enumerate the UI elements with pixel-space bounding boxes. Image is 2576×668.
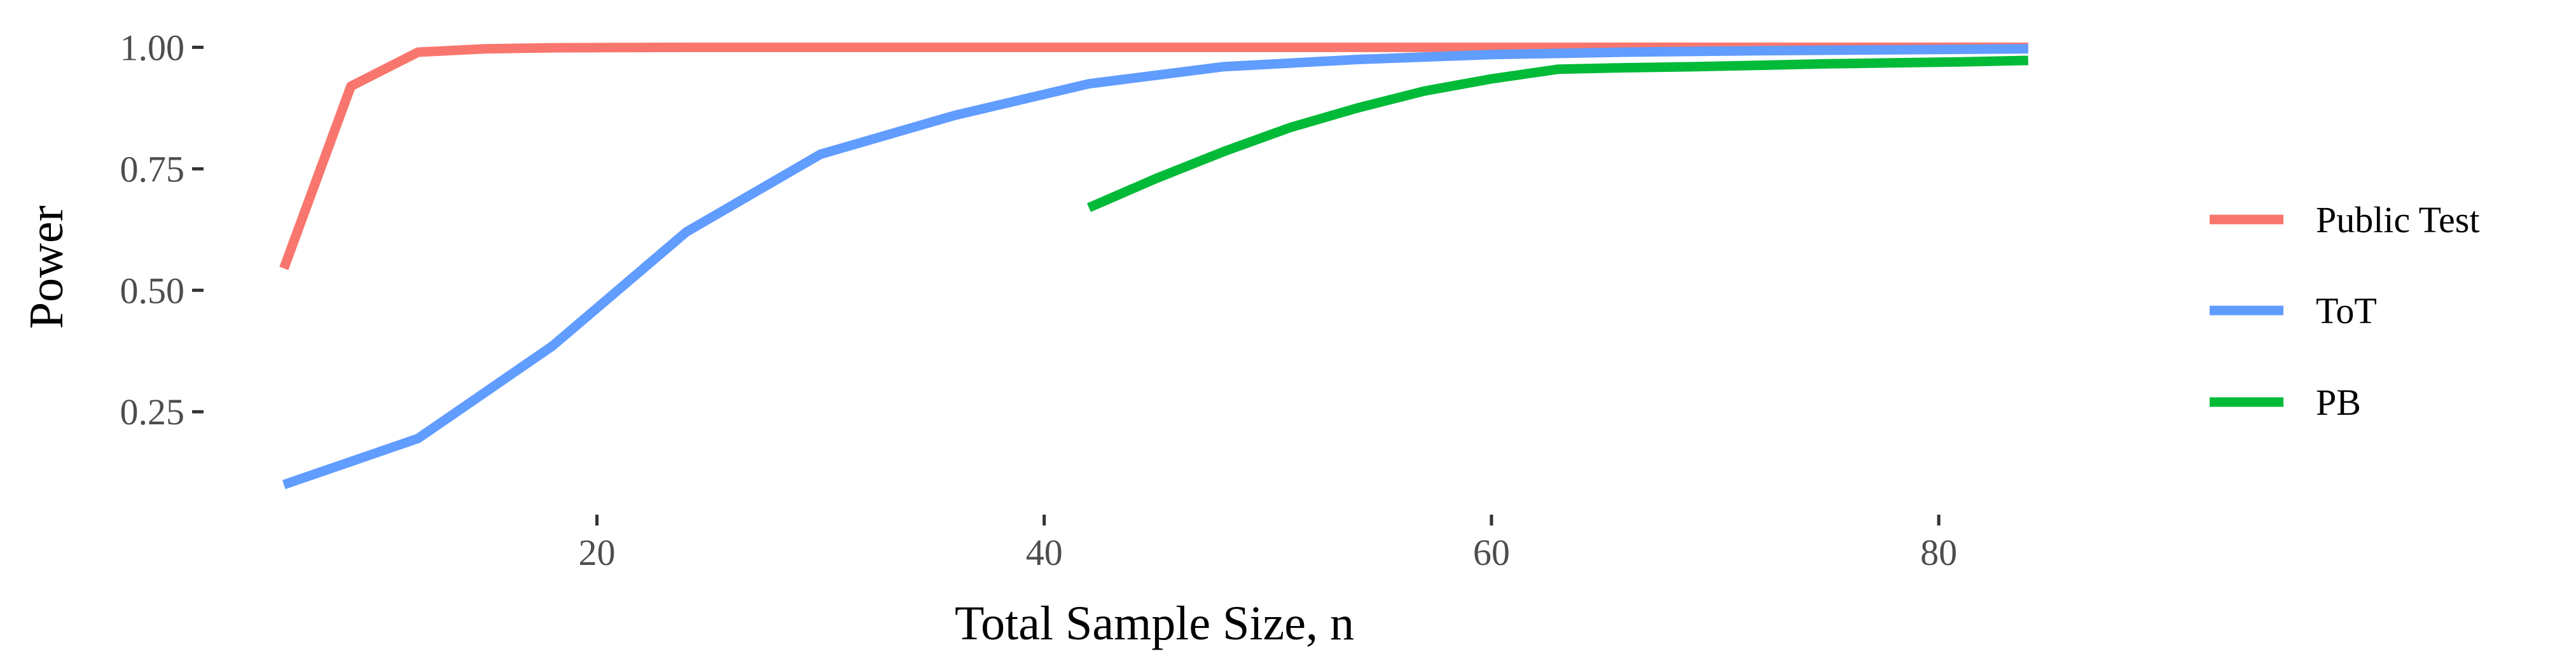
y-axis: 0.25 0.50 0.75 1.00 xyxy=(120,27,204,433)
y-axis-title: Power xyxy=(20,205,73,329)
y-tick-label: 0.25 xyxy=(120,391,185,433)
x-tick-label: 40 xyxy=(1026,532,1063,573)
legend-label-1: ToT xyxy=(2316,290,2377,331)
x-tick-label: 20 xyxy=(578,532,615,573)
legend-label-2: PB xyxy=(2316,382,2361,423)
x-tick-label: 80 xyxy=(1920,532,1957,573)
x-axis-title: Total Sample Size, n xyxy=(955,597,1354,650)
y-tick-label: 0.50 xyxy=(120,270,185,311)
legend-label-0: Public Test xyxy=(2316,199,2480,240)
x-tick-label: 60 xyxy=(1473,532,1510,573)
series-line-2 xyxy=(1087,55,2028,212)
x-axis: 20 40 60 80 xyxy=(578,515,1957,573)
series-line-0 xyxy=(279,42,2028,270)
legend: Public Test ToT PB xyxy=(2210,199,2480,423)
series-line-1 xyxy=(282,44,2028,489)
plot-area xyxy=(279,42,2028,489)
y-tick-label: 1.00 xyxy=(120,27,185,68)
y-tick-label: 0.75 xyxy=(120,148,185,190)
